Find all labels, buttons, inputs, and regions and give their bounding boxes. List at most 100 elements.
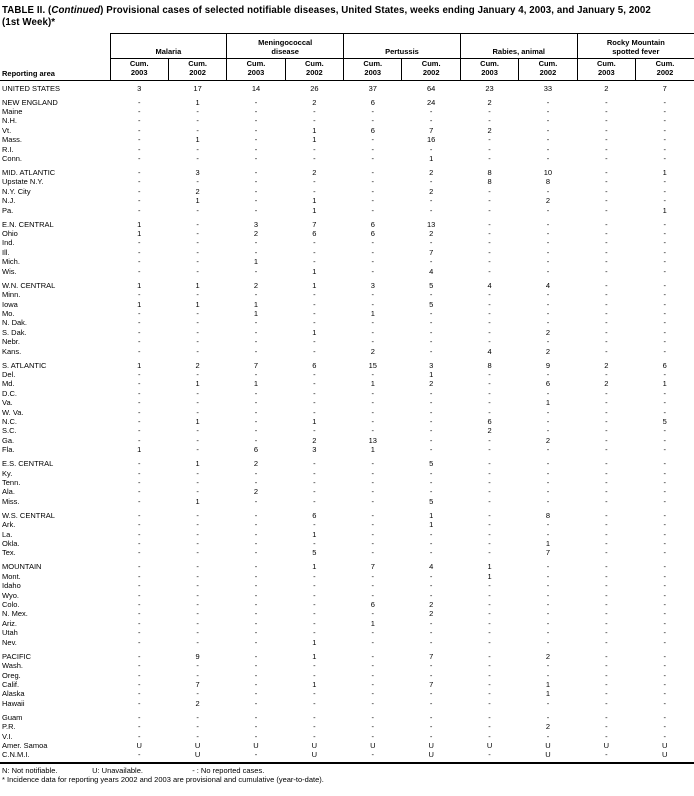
value-cell: 6 bbox=[662, 360, 667, 370]
value-cell: U bbox=[370, 740, 376, 750]
value-cell: - bbox=[546, 581, 550, 591]
value-cell: 6 bbox=[370, 229, 375, 239]
value-cell: - bbox=[488, 689, 491, 699]
reporting-area-cell: Amer. Samoa bbox=[2, 740, 48, 750]
value-cell: 1 bbox=[195, 496, 200, 506]
value-cell: - bbox=[605, 679, 608, 689]
value-cell: 7 bbox=[429, 125, 434, 135]
value-cell: - bbox=[254, 581, 258, 591]
value-cell: 2 bbox=[487, 125, 492, 135]
value-cell: - bbox=[488, 337, 491, 347]
value-cell: 3 bbox=[137, 83, 142, 93]
value-cell: U bbox=[194, 740, 201, 750]
table-row: NEW ENGLAND - 1 - 2 6 24 2 - - - bbox=[0, 93, 694, 107]
value-cell: 16 bbox=[426, 135, 436, 145]
value-cell: - bbox=[488, 510, 491, 520]
table-row: Va. - - - - - - - 1 - - bbox=[0, 398, 694, 407]
value-cell: - bbox=[137, 712, 141, 722]
value-cell: - bbox=[488, 478, 491, 487]
value-cell: - bbox=[196, 600, 199, 610]
value-cell: - bbox=[546, 478, 550, 487]
value-cell: - bbox=[254, 571, 258, 581]
value-cell: - bbox=[371, 689, 375, 699]
value-cell: U bbox=[311, 740, 318, 750]
value-cell: 2 bbox=[253, 459, 259, 469]
value-cell: 1 bbox=[253, 379, 259, 389]
value-cell: - bbox=[254, 186, 258, 196]
value-cell: - bbox=[196, 529, 199, 539]
value-cell: 3 bbox=[370, 280, 375, 290]
value-cell: 64 bbox=[426, 83, 436, 93]
value-cell: 1 bbox=[312, 416, 317, 426]
reporting-area-cell: R.I. bbox=[2, 144, 14, 154]
value-cell: 6 bbox=[253, 445, 259, 455]
value-cell: - bbox=[313, 590, 316, 600]
column-subheader: Cum. 2002 bbox=[167, 58, 227, 81]
value-cell: 1 bbox=[137, 360, 142, 370]
column-subheader: Cum. 2002 bbox=[518, 58, 578, 81]
value-cell: U bbox=[545, 750, 551, 760]
reporting-area-cell: Nev. bbox=[2, 637, 17, 647]
value-cell: - bbox=[605, 637, 608, 647]
value-cell: - bbox=[605, 416, 608, 426]
value-cell: - bbox=[488, 107, 491, 116]
reporting-area-cell: Oreg. bbox=[2, 670, 21, 680]
value-cell: - bbox=[546, 257, 550, 267]
value-cell: - bbox=[429, 416, 433, 426]
table-row: R.I. - - - - - - - - - - bbox=[0, 145, 694, 154]
legend-no-reported-cases: - : No reported cases. bbox=[192, 765, 265, 775]
value-cell: - bbox=[371, 196, 375, 206]
value-cell: - bbox=[429, 628, 433, 638]
value-cell: U bbox=[662, 750, 668, 760]
value-cell: - bbox=[605, 229, 608, 239]
value-cell: - bbox=[429, 698, 433, 708]
reporting-area-cell: Wis. bbox=[2, 266, 17, 276]
value-cell: - bbox=[313, 722, 316, 732]
value-cell: - bbox=[313, 398, 316, 408]
reporting-area-cell: W.S. CENTRAL bbox=[2, 510, 55, 520]
value-cell: - bbox=[663, 581, 667, 591]
value-cell: U bbox=[136, 740, 142, 750]
value-cell: - bbox=[254, 609, 258, 619]
column-subheader: Cum. 2003 bbox=[343, 58, 402, 81]
value-cell: 7 bbox=[545, 548, 551, 558]
value-cell: - bbox=[605, 257, 608, 267]
table-row: S.C. - - - - - - 2 - - - bbox=[0, 426, 694, 435]
value-cell: - bbox=[371, 731, 375, 741]
value-cell: - bbox=[488, 468, 491, 478]
value-cell: - bbox=[429, 238, 433, 248]
value-cell: - bbox=[371, 416, 375, 426]
value-cell: - bbox=[663, 327, 667, 337]
column-subheader: Cum. 2003 bbox=[109, 58, 169, 81]
reporting-area-cell: Colo. bbox=[2, 600, 20, 610]
value-cell: - bbox=[605, 388, 608, 398]
value-cell: - bbox=[313, 257, 316, 267]
value-cell: 5 bbox=[662, 416, 667, 426]
value-cell: - bbox=[371, 327, 375, 337]
value-cell: - bbox=[429, 407, 433, 417]
value-cell: - bbox=[546, 459, 550, 469]
value-cell: 6 bbox=[370, 600, 375, 610]
value-cell: - bbox=[137, 125, 141, 135]
value-cell: 2 bbox=[545, 722, 551, 732]
value-cell: - bbox=[313, 299, 316, 309]
value-cell: - bbox=[663, 266, 667, 276]
value-cell: - bbox=[196, 144, 199, 154]
value-cell: - bbox=[546, 186, 550, 196]
reporting-area-cell: Pa. bbox=[2, 205, 14, 215]
value-cell: - bbox=[605, 529, 608, 539]
value-cell: - bbox=[605, 689, 608, 699]
reporting-area-cell: N.J. bbox=[2, 196, 16, 206]
value-cell: - bbox=[663, 510, 667, 520]
value-cell: - bbox=[488, 388, 491, 398]
value-cell: 5 bbox=[429, 280, 434, 290]
value-cell: - bbox=[137, 628, 141, 638]
value-cell: - bbox=[429, 529, 433, 539]
value-cell: - bbox=[488, 116, 491, 126]
value-cell: - bbox=[488, 435, 491, 445]
reporting-area-cell: Utah bbox=[2, 628, 18, 638]
table-row: Mich. - - 1 - - - - - - - bbox=[0, 257, 694, 266]
value-cell: - bbox=[196, 722, 199, 732]
table-row: MOUNTAIN - - - 1 7 4 1 - - - bbox=[0, 558, 694, 572]
value-cell: 8 bbox=[487, 177, 492, 187]
